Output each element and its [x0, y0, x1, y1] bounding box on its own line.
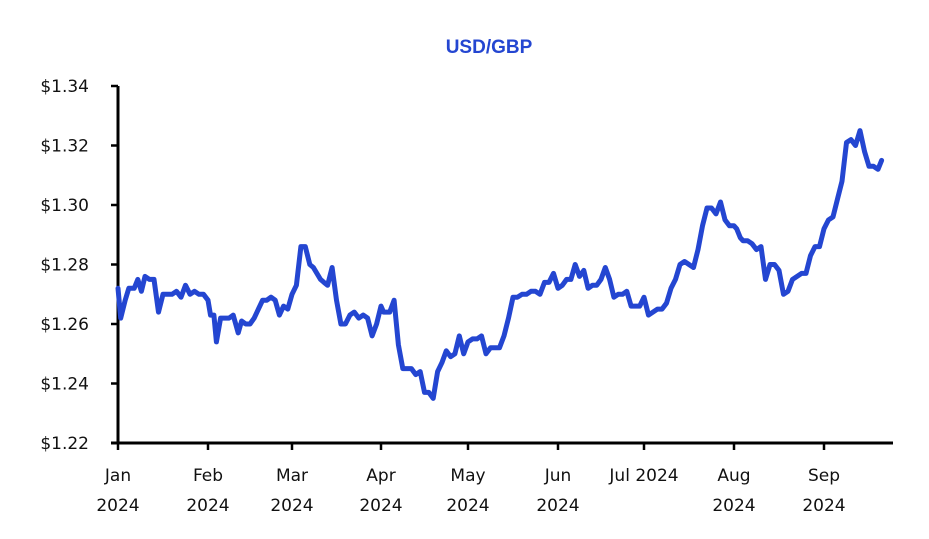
- x-tick-label: Aug: [717, 466, 750, 486]
- x-tick-label: Apr: [366, 466, 395, 486]
- x-tick-year-label: 2024: [359, 496, 402, 516]
- x-tick-label: May: [450, 466, 485, 486]
- y-tick-label: $1.22: [40, 434, 89, 454]
- x-tick-year-label: 2024: [446, 496, 489, 516]
- x-tick-label: Feb: [193, 466, 223, 486]
- usd-gbp-series-line: [115, 128, 885, 401]
- y-tick-label: $1.34: [40, 77, 89, 97]
- x-tick-label: Sep: [808, 466, 840, 486]
- y-tick-label: $1.30: [40, 196, 89, 216]
- y-tick-label: $1.24: [40, 375, 89, 395]
- x-tick-year-label: 2024: [536, 496, 579, 516]
- y-tick-label: $1.32: [40, 137, 89, 157]
- x-tick-label: Jan: [104, 466, 131, 486]
- x-tick-year-label: 2024: [186, 496, 229, 516]
- x-tick-label: Mar: [276, 466, 308, 486]
- x-tick-label: Jun: [544, 466, 572, 486]
- y-tick-label: $1.26: [40, 315, 89, 335]
- x-tick-year-label: 2024: [712, 496, 755, 516]
- y-axis: $1.34 $1.32 $1.30 $1.28 $1.26 $1.24 $1.22: [40, 77, 120, 454]
- chart-title: USD/GBP: [446, 37, 533, 58]
- x-tick-year-label: 2024: [96, 496, 139, 516]
- x-tick-year-label: 2024: [802, 496, 845, 516]
- y-tick-label: $1.28: [40, 256, 89, 276]
- x-axis: Jan 2024 Feb 2024 Mar 2024 Apr 2024 May 2024 Jun 20…: [96, 441, 893, 516]
- x-tick-label: Jul 2024: [608, 466, 678, 486]
- x-tick-year-label: 2024: [270, 496, 313, 516]
